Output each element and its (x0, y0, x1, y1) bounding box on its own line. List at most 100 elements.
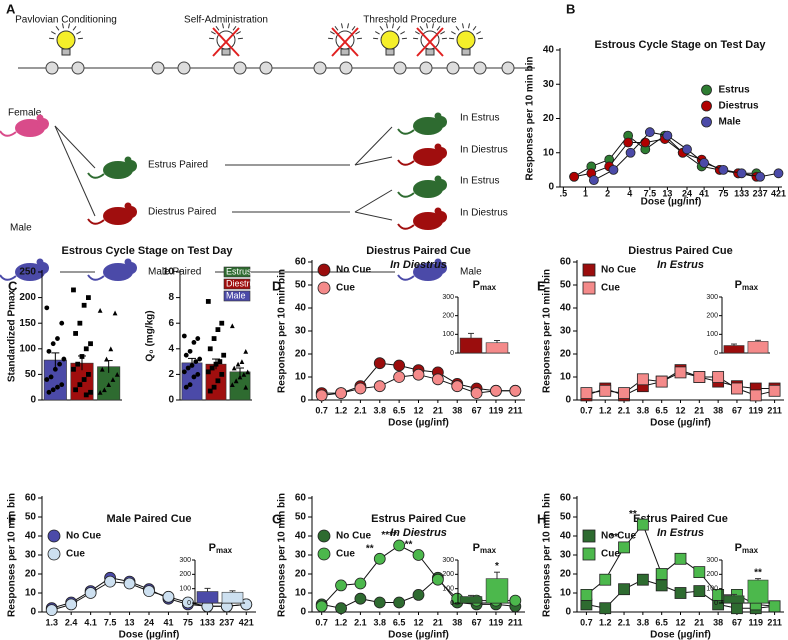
rat-ear (434, 175, 442, 183)
x-tick-label: 421 (771, 188, 786, 198)
rat-ear (124, 258, 132, 266)
x-tick-label: 13 (662, 188, 672, 198)
rat-icon (397, 175, 447, 198)
legend-marker (582, 547, 596, 561)
bulb-ray (401, 37, 407, 40)
bulb-ray (351, 25, 356, 31)
marker (693, 371, 706, 383)
data-point (81, 377, 87, 382)
phase-label: Pavlovian Conditioning (15, 15, 117, 26)
data-point (59, 382, 65, 388)
marker (431, 373, 444, 386)
data-point (73, 331, 78, 336)
data-point (83, 392, 89, 398)
y-tick-label: 10 (543, 147, 555, 158)
inset-y-tick-label: 100 (442, 331, 454, 338)
bulb-ray (211, 31, 216, 35)
data-point (46, 348, 52, 354)
y-tick-label: 40 (560, 303, 572, 314)
x-tick-label: 67 (732, 617, 742, 627)
inset-y-tick-label: 300 (442, 557, 454, 564)
marker (335, 579, 347, 592)
y-tick-label: 50 (25, 512, 37, 523)
y-tick-label: 50 (560, 280, 572, 291)
marker (755, 171, 766, 182)
y-tick-label: 50 (560, 512, 572, 523)
data-point (48, 374, 54, 380)
data-point (219, 372, 225, 377)
inset-y-tick-label: 200 (442, 571, 454, 578)
bar (181, 362, 203, 401)
legend-label: Estrus (719, 85, 751, 96)
chart-subtitle: In Estrus (657, 259, 704, 271)
marker (373, 357, 386, 370)
light-bulb (209, 23, 243, 57)
data-point (77, 320, 83, 326)
significance: **** (381, 530, 397, 541)
bulb-ray (419, 25, 424, 31)
bulb-ray (49, 37, 55, 40)
y-tick-label: 50 (295, 280, 307, 291)
bulb-ray (449, 37, 455, 40)
data-point (185, 365, 191, 371)
bulb-ray (432, 23, 435, 29)
y-tick-label: 50 (295, 512, 307, 523)
condition-label: Diestrus Paired (148, 207, 216, 218)
subject-label: Female (8, 108, 42, 119)
bulb-ray (461, 23, 464, 29)
legend-marker (317, 547, 331, 561)
y-tick-label: 20 (295, 349, 307, 360)
bulb-ray (328, 37, 334, 40)
marker (393, 539, 406, 552)
inset-title: P (473, 279, 480, 291)
inset-bar (747, 579, 769, 604)
data-point (61, 356, 67, 362)
data-point (181, 333, 187, 339)
session-dot (71, 61, 85, 75)
inset-y-tick-label: 200 (706, 313, 718, 320)
significance: ** (629, 509, 637, 520)
data-point (183, 352, 189, 358)
marker (123, 577, 136, 590)
marker (718, 164, 729, 175)
legend-swatch (223, 266, 251, 278)
light-bulb (449, 23, 483, 56)
inset-title-sub: max (480, 283, 497, 292)
legend-marker (582, 263, 596, 277)
x-tick-label: .5 (560, 188, 568, 198)
y-tick-label: 60 (560, 493, 572, 504)
data-point (207, 388, 213, 394)
marker (682, 144, 692, 155)
data-point (219, 320, 225, 326)
significance: ** (366, 543, 374, 554)
marker (773, 168, 784, 179)
legend-marker (317, 263, 331, 277)
marker (240, 598, 253, 611)
bulb-ray (340, 23, 343, 29)
marker (490, 384, 502, 397)
bulb-ray (61, 23, 64, 29)
x-tick-label: 211 (767, 617, 782, 627)
data-point (71, 366, 76, 372)
marker (618, 387, 630, 400)
data-point (77, 382, 83, 388)
bulb-glass (420, 30, 440, 50)
marker (354, 577, 367, 590)
test-label: Male (460, 267, 482, 278)
marker (412, 549, 425, 561)
inset-bar (459, 596, 483, 604)
x-tick-label: 12 (675, 617, 685, 627)
marker (315, 600, 328, 613)
data-point (104, 356, 109, 362)
session-dot (419, 61, 433, 75)
marker (655, 568, 668, 580)
y-tick-label: 40 (543, 45, 555, 56)
data-point (235, 361, 241, 367)
marker (412, 589, 425, 601)
data-point (55, 336, 60, 341)
data-point (50, 341, 56, 347)
y-tick-label: 40 (560, 531, 572, 542)
marker (655, 579, 668, 592)
y-tick-label: 20 (543, 113, 555, 124)
y-tick-label: 30 (295, 326, 307, 337)
